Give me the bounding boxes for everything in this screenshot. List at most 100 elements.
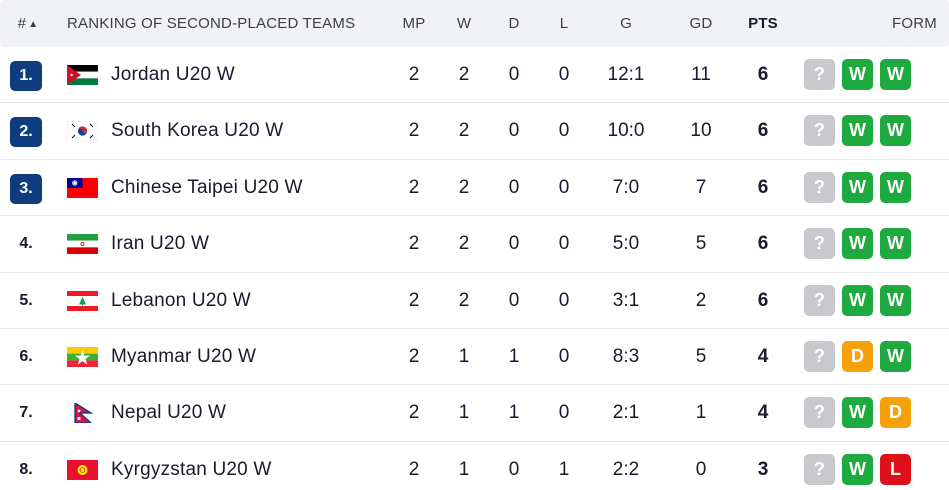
losses: 0 xyxy=(558,64,570,85)
points: 6 xyxy=(757,289,769,311)
team-name[interactable]: Kyrgyzstan U20 W xyxy=(111,458,272,480)
form-win-badge[interactable]: W xyxy=(842,115,873,147)
form-win-badge[interactable]: W xyxy=(842,59,873,90)
rank-header-label: # xyxy=(17,15,27,32)
form-win-badge[interactable]: W xyxy=(880,59,911,90)
rank-badge: 3. xyxy=(10,173,42,204)
form-win-badge[interactable]: W xyxy=(842,284,873,316)
form-win-badge[interactable]: W xyxy=(842,397,873,429)
draws: 0 xyxy=(508,289,520,311)
matches-played: 2 xyxy=(408,458,420,480)
table-row[interactable]: 4. Iran U20 W 2 2 0 0 5:0 5 6? W W xyxy=(0,216,949,273)
form-sequence: ? W L xyxy=(804,453,911,486)
draws: 1 xyxy=(508,402,520,424)
table-row[interactable]: 6. Myanmar U20 W 2 1 1 0 8:3 5 4? D W xyxy=(0,329,949,386)
form-win-badge[interactable]: W xyxy=(842,171,873,203)
table-row[interactable]: 5. Lebanon U20 W 2 2 0 0 3:1 2 6? W W xyxy=(0,273,949,329)
wins: 2 xyxy=(458,233,470,255)
lebanon-flag-icon xyxy=(67,290,98,311)
form-header: FORM xyxy=(892,15,937,32)
rank-badge: 2. xyxy=(10,117,42,148)
draws-header[interactable]: D xyxy=(508,15,520,32)
matches-played: 2 xyxy=(408,176,420,198)
form-win-badge[interactable]: W xyxy=(880,228,911,260)
form-upcoming-badge[interactable]: ? xyxy=(804,340,835,372)
wins: 2 xyxy=(458,120,470,142)
form-upcoming-badge[interactable]: ? xyxy=(804,115,835,147)
form-win-badge[interactable]: W xyxy=(880,284,911,316)
form-upcoming-badge[interactable]: ? xyxy=(804,171,835,203)
form-draw-badge[interactable]: D xyxy=(842,340,873,372)
form-upcoming-badge[interactable]: ? xyxy=(804,284,835,316)
goals: 12:1 xyxy=(607,64,645,85)
form-win-badge[interactable]: W xyxy=(880,115,911,147)
table-row[interactable]: 1. Jordan U20 W 2 2 0 0 12:1 11 6? W W xyxy=(0,47,949,104)
goal-difference-header[interactable]: GD xyxy=(689,15,713,32)
team-name[interactable]: Jordan U20 W xyxy=(111,64,235,85)
form-draw-badge[interactable]: D xyxy=(880,397,911,429)
goals: 8:3 xyxy=(612,345,640,367)
rank-badge: 1. xyxy=(10,61,42,91)
nepal-flag-icon xyxy=(67,403,98,424)
form-upcoming-badge[interactable]: ? xyxy=(804,59,835,90)
table-body: 1. Jordan U20 W 2 2 0 0 12:1 11 6? W W 2. South Kore… xyxy=(0,47,949,490)
team-name[interactable]: South Korea U20 W xyxy=(111,120,284,142)
draws: 0 xyxy=(508,64,520,85)
losses: 0 xyxy=(558,345,570,367)
form-sequence: ? W W xyxy=(804,115,911,147)
south-korea-flag-icon xyxy=(67,121,98,142)
points-header[interactable]: PTS xyxy=(748,15,778,32)
wins: 2 xyxy=(458,64,470,85)
matches-played: 2 xyxy=(408,289,420,311)
goals: 7:0 xyxy=(612,176,640,198)
rank-sort-header[interactable]: # ▲ xyxy=(8,0,48,47)
form-win-badge[interactable]: W xyxy=(880,340,911,372)
table-row[interactable]: 8. Kyrgyzstan U20 W 2 1 0 1 2:2 0 3? W L xyxy=(0,442,949,490)
form-upcoming-badge[interactable]: ? xyxy=(804,228,835,260)
form-win-badge[interactable]: W xyxy=(842,453,873,485)
matches-played: 2 xyxy=(408,233,420,255)
matches-played: 2 xyxy=(408,120,420,142)
rank-number: 4. xyxy=(19,235,33,253)
losses: 0 xyxy=(558,233,570,255)
losses: 0 xyxy=(558,176,570,198)
table-row[interactable]: 2. South Korea U20 W 2 2 0 0 10:0 10 6? W W xyxy=(0,103,949,160)
table-row[interactable]: 7. Nepal U20 W 2 1 1 0 2:1 1 4? W D xyxy=(0,385,949,442)
wins: 1 xyxy=(458,458,470,480)
team-name[interactable]: Nepal U20 W xyxy=(111,402,227,424)
wins-header[interactable]: W xyxy=(456,15,472,32)
team-name[interactable]: Lebanon U20 W xyxy=(111,289,251,311)
iran-flag-icon xyxy=(67,234,98,255)
points: 6 xyxy=(757,120,769,142)
wins: 2 xyxy=(458,176,470,198)
wins: 2 xyxy=(458,289,470,311)
table-row[interactable]: 3. Chinese Taipei U20 W 2 2 0 0 7:0 7 6? W W xyxy=(0,160,949,217)
goal-difference: 0 xyxy=(695,458,707,480)
form-sequence: ? W W xyxy=(804,171,911,204)
goals: 3:1 xyxy=(612,289,640,311)
goal-difference: 2 xyxy=(695,289,707,311)
matches-played: 2 xyxy=(408,402,420,424)
draws: 0 xyxy=(508,233,520,255)
rank-number: 5. xyxy=(19,291,33,309)
goals-header[interactable]: G xyxy=(620,15,632,32)
losses: 1 xyxy=(558,458,570,480)
losses-header[interactable]: L xyxy=(559,15,569,32)
form-win-badge[interactable]: W xyxy=(880,171,911,203)
wins: 1 xyxy=(458,402,470,424)
form-loss-badge[interactable]: L xyxy=(880,453,911,485)
form-upcoming-badge[interactable]: ? xyxy=(804,453,835,485)
points: 6 xyxy=(757,233,769,255)
form-upcoming-badge[interactable]: ? xyxy=(804,397,835,429)
form-win-badge[interactable]: W xyxy=(842,228,873,260)
team-name[interactable]: Myanmar U20 W xyxy=(111,345,257,367)
matches-played: 2 xyxy=(408,64,420,85)
points: 6 xyxy=(757,176,769,198)
team-name[interactable]: Chinese Taipei U20 W xyxy=(111,176,303,198)
rank-number: 6. xyxy=(19,347,33,365)
points: 4 xyxy=(757,402,769,424)
team-name[interactable]: Iran U20 W xyxy=(111,233,210,255)
mp-header[interactable]: MP xyxy=(402,15,426,32)
form-sequence: ? W W xyxy=(804,59,911,91)
